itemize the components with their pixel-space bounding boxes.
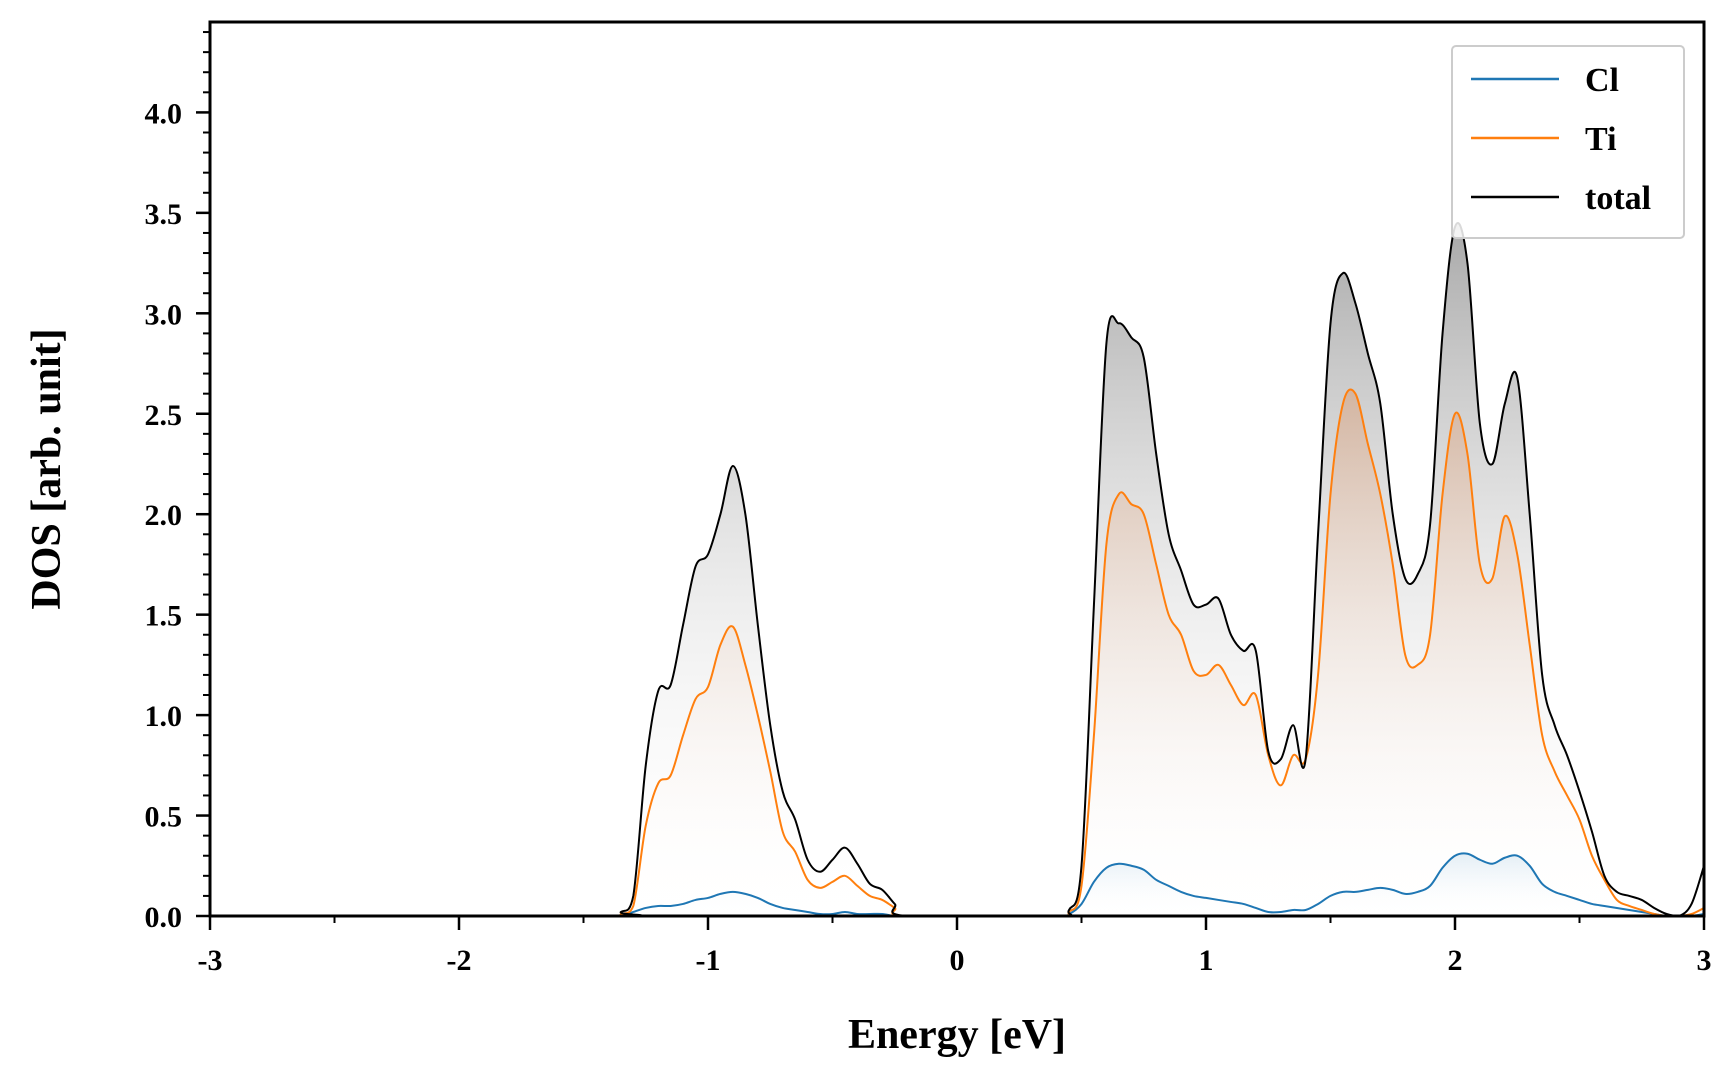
y-tick-label: 0.0 — [145, 901, 183, 934]
y-tick-label: 3.0 — [145, 298, 183, 331]
y-tick-label: 4.0 — [145, 97, 183, 130]
series-line-total — [210, 222, 1704, 916]
y-tick-label: 1.0 — [145, 700, 183, 733]
x-tick-label: 0 — [950, 944, 965, 977]
x-axis-label: Energy [eV] — [848, 1012, 1066, 1058]
legend-label-total: total — [1585, 180, 1651, 217]
series-line-cl — [210, 852, 1704, 916]
y-tick-label: 2.5 — [145, 399, 183, 432]
series-line-ti — [210, 388, 1704, 916]
x-tick-label: -1 — [696, 944, 721, 977]
x-tick-label: 1 — [1199, 944, 1214, 977]
x-tick-label: 3 — [1697, 944, 1712, 977]
x-axis: -3 -2 -1 0 1 2 3 — [198, 916, 1712, 977]
area-fill-cl — [210, 853, 1704, 916]
area-fill-ti — [210, 389, 1704, 916]
legend: Cl Ti total — [1451, 45, 1685, 239]
legend-label-ti: Ti — [1585, 121, 1617, 158]
y-tick-label: 1.5 — [145, 600, 183, 633]
x-tick-label: -2 — [447, 944, 472, 977]
y-tick-label: 3.5 — [145, 198, 183, 231]
y-tick-label: 2.0 — [145, 499, 183, 532]
y-tick-label: 0.5 — [145, 801, 183, 834]
x-tick-label: -3 — [198, 944, 223, 977]
y-axis-label: DOS [arb. unit] — [24, 328, 70, 609]
area-fills — [210, 222, 1704, 916]
x-tick-label: 2 — [1448, 944, 1463, 977]
legend-label-cl: Cl — [1585, 62, 1619, 99]
legend-box — [1451, 45, 1685, 239]
series-lines — [210, 222, 1704, 916]
y-axis: 0.0 0.5 1.0 1.5 2.0 2.5 3.0 3.5 4.0 — [145, 31, 210, 934]
